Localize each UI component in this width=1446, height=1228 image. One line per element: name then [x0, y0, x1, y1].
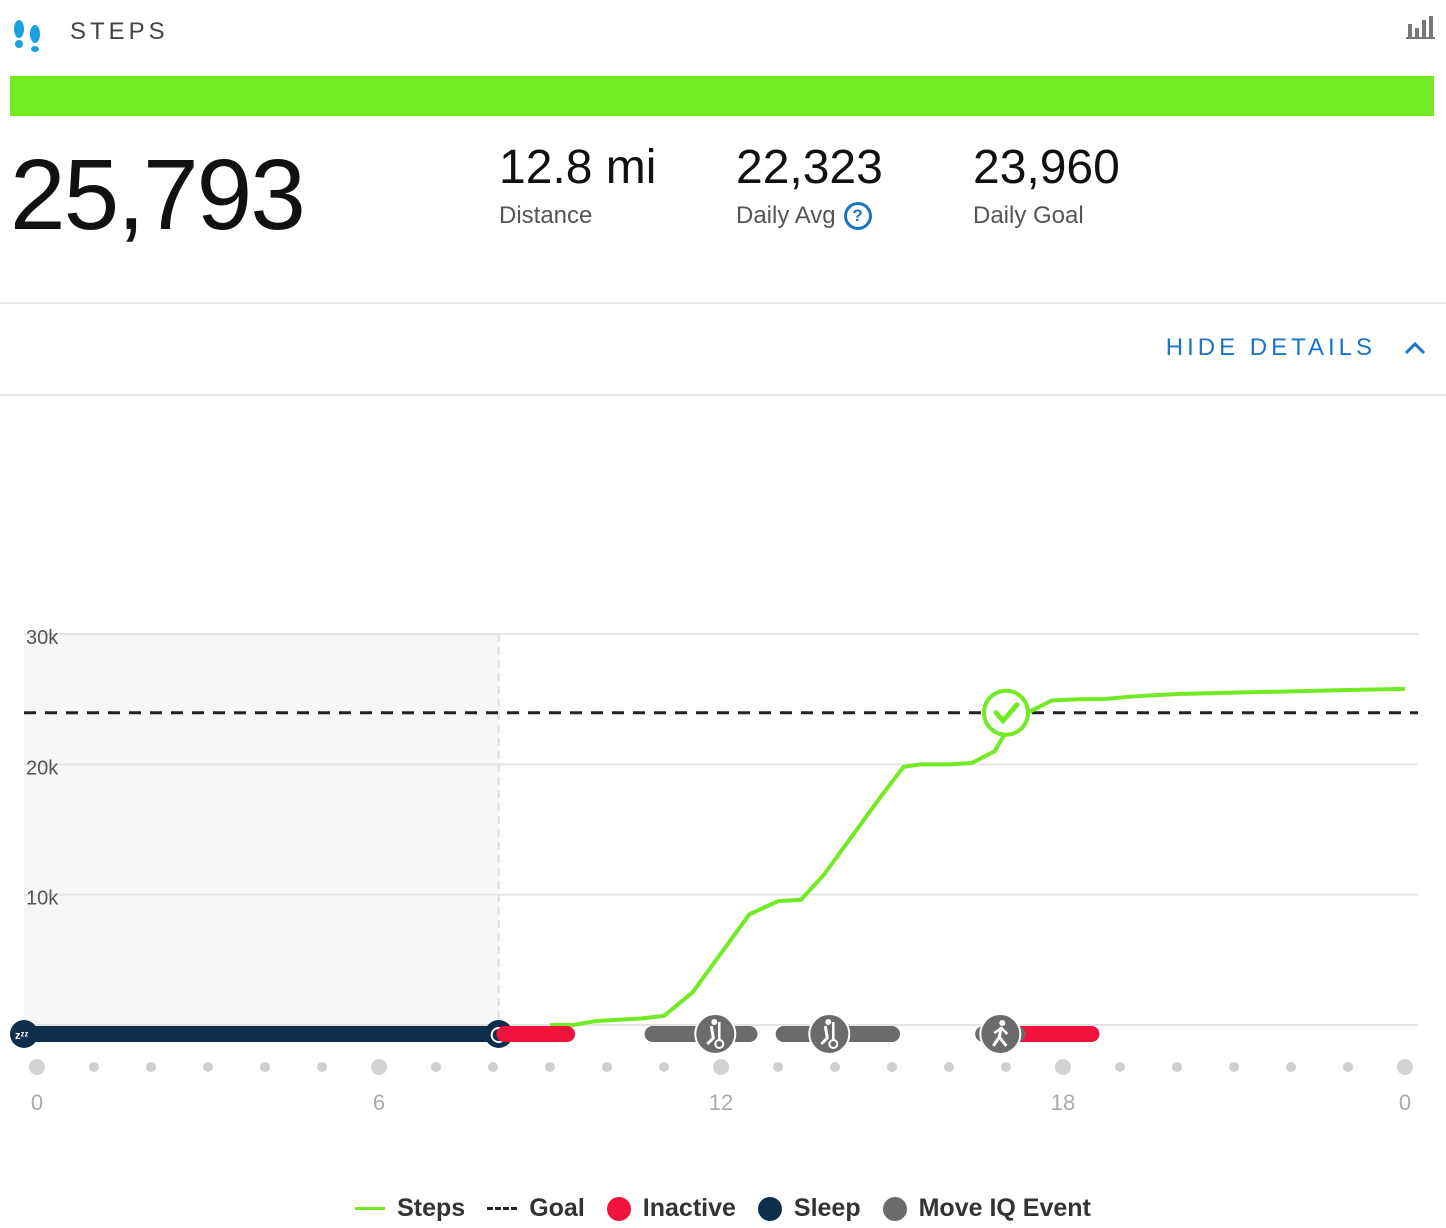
hour-dot — [89, 1062, 99, 1072]
walking-icon-head — [999, 1020, 1006, 1026]
x-tick-label: 18 — [1051, 1090, 1075, 1115]
chevron-up-icon — [1404, 341, 1426, 355]
zzz-icon — [10, 1020, 38, 1048]
elliptical-icon-wheel — [828, 1039, 839, 1049]
goal-progress-fill — [10, 76, 1434, 116]
hour-dot — [1001, 1062, 1011, 1072]
move-iq-swatch — [882, 1196, 907, 1221]
y-tick-label: 10k — [26, 888, 59, 910]
chart-legend: Steps Goal Inactive Sleep Move IQ Event — [0, 1194, 1446, 1223]
hide-details-button[interactable]: HIDE DETAILS — [1166, 334, 1426, 362]
steps-chart: 30k 20k 10k zᶻᶻ 0 6 12 18 0 — [10, 627, 1418, 1115]
legend-goal: Goal — [487, 1194, 585, 1223]
bar-chart-icon[interactable] — [1404, 14, 1436, 40]
hour-dot — [1172, 1062, 1182, 1072]
steps-swatch — [355, 1207, 386, 1210]
hour-dot — [29, 1059, 45, 1075]
hour-dot — [146, 1062, 156, 1072]
daily-avg-label: Daily Avg — [736, 202, 836, 229]
elliptical-icon — [694, 1013, 737, 1055]
legend-move-iq: Move IQ Event — [882, 1194, 1091, 1223]
x-tick-label: 12 — [709, 1090, 733, 1115]
legend-sleep: Sleep — [757, 1194, 861, 1223]
zzz-icon-text: zᶻᶻ — [15, 1030, 28, 1042]
hour-dot — [773, 1062, 783, 1072]
legend-inactive: Inactive — [606, 1194, 736, 1223]
distance-stat: 12.8 mi Distance — [499, 140, 656, 230]
footprints-icon — [14, 20, 40, 52]
sleep-shade — [24, 634, 499, 1025]
help-icon[interactable]: ? — [843, 202, 872, 230]
goal-swatch — [487, 1207, 518, 1210]
elliptical-icon — [808, 1013, 851, 1055]
hour-dot — [545, 1062, 555, 1072]
daily-goal-label: Daily Goal — [973, 202, 1084, 229]
page-title: STEPS — [70, 18, 169, 45]
daily-goal-stat: 23,960 Daily Goal — [973, 140, 1120, 230]
steps-header: STEPS — [0, 0, 1446, 70]
hour-dot — [203, 1062, 213, 1072]
legend-inactive-label: Inactive — [642, 1194, 736, 1222]
y-tick-label: 20k — [26, 757, 59, 779]
hour-dot — [944, 1062, 954, 1072]
hour-dot — [1229, 1062, 1239, 1072]
daily-avg-stat: 22,323 Daily Avg ? — [736, 140, 883, 230]
hour-dot — [659, 1062, 669, 1072]
hour-dot — [830, 1062, 840, 1072]
y-tick-label: 30k — [26, 627, 59, 649]
check-icon — [993, 702, 1020, 725]
legend-sleep-label: Sleep — [793, 1194, 861, 1222]
hide-details-label: HIDE DETAILS — [1165, 334, 1376, 361]
hour-dot — [431, 1062, 441, 1072]
elliptical-icon-body — [820, 1025, 829, 1046]
x-tick-label: 0 — [1399, 1090, 1411, 1115]
hour-dot — [260, 1062, 270, 1072]
elliptical-icon-wheel — [714, 1039, 725, 1049]
hour-dot — [1055, 1059, 1071, 1075]
hour-dot — [887, 1062, 897, 1072]
goal-progress-bar — [10, 76, 1434, 116]
legend-steps: Steps — [355, 1194, 465, 1223]
daily-goal-value: 23,960 — [973, 141, 1120, 194]
sleep-swatch — [757, 1196, 782, 1221]
hour-dot — [1286, 1062, 1296, 1072]
elliptical-icon-head — [711, 1019, 718, 1025]
inactive-swatch — [606, 1196, 631, 1221]
distance-value: 12.8 mi — [499, 141, 657, 194]
legend-move-iq-label: Move IQ Event — [918, 1194, 1091, 1222]
hour-dot — [1115, 1062, 1125, 1072]
goal-reached-marker — [982, 688, 1030, 737]
hour-dot — [713, 1059, 729, 1075]
elliptical-icon-body — [706, 1025, 715, 1046]
hour-dot — [371, 1059, 387, 1075]
hour-dot — [602, 1062, 612, 1072]
hour-dot — [1397, 1059, 1413, 1075]
x-tick-label: 6 — [373, 1090, 385, 1115]
divider — [0, 302, 1446, 304]
legend-steps-label: Steps — [397, 1194, 466, 1222]
elliptical-icon-head — [825, 1019, 832, 1025]
total-steps: 25,793 — [10, 139, 306, 251]
walking-icon-arms — [993, 1026, 1009, 1035]
legend-goal-label: Goal — [529, 1194, 585, 1222]
distance-label: Distance — [499, 202, 593, 229]
hour-dot — [317, 1062, 327, 1072]
hour-dot — [488, 1062, 498, 1072]
hour-dot — [1343, 1062, 1353, 1072]
walking-icon-leg — [998, 1036, 1008, 1047]
steps-line — [550, 686, 1406, 1027]
divider — [0, 394, 1446, 396]
x-tick-label: 0 — [31, 1090, 43, 1115]
daily-avg-value: 22,323 — [736, 141, 883, 194]
